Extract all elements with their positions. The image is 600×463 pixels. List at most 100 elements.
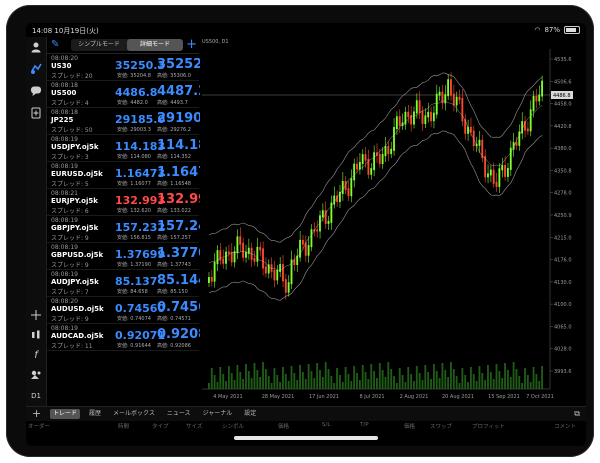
tab-4[interactable]: ジャーナル <box>202 410 233 417</box>
quotes-icon[interactable] <box>29 63 43 77</box>
app-screen: 14:08 10月19日(火) ◠ 87% <box>26 23 586 446</box>
volume-bar <box>299 365 301 389</box>
column-header[interactable]: オーダー <box>28 424 51 430</box>
quote-ask[interactable]: 4487.2 <box>157 84 208 99</box>
quote-spread: スプレッド: 50 <box>51 127 93 134</box>
quote-row[interactable]: 08:08:18 JP225 スプレッド: 50 29185.0 29190.0 安値: … <box>47 108 217 135</box>
quote-row[interactable]: 08:08:21 EURJPY.oj5k スプレッド: 6 132.993 132.99… <box>47 189 217 216</box>
tab-1[interactable]: 履歴 <box>89 410 102 417</box>
volume-bar <box>381 370 384 389</box>
quote-row[interactable]: 08:08:18 US500 スプレッド: 4 4486.8 4487.2 安値: 448… <box>47 81 208 108</box>
price-chart[interactable]: US500, D1 4535.6 4506.6 4458.0 4420.8 4380.0… <box>200 37 586 406</box>
quote-row[interactable]: 08:08:20 AUDUSD.oj5k スプレッド: 9 0.74560 0.7456… <box>47 297 217 324</box>
column-header[interactable]: サイズ <box>186 424 203 430</box>
column-header[interactable]: タイプ <box>152 424 169 430</box>
volume-bar <box>282 367 284 389</box>
volume-bar <box>270 383 273 389</box>
status-bar: 14:08 10月19日(火) ◠ 87% <box>26 23 586 37</box>
candle <box>467 126 469 134</box>
quote-bid[interactable]: 132.993 <box>115 194 166 207</box>
indicator-icon[interactable] <box>29 329 43 343</box>
quote-bid[interactable]: 157.232 <box>115 221 166 234</box>
objects-icon[interactable] <box>29 369 43 383</box>
column-header[interactable]: T/P <box>360 422 369 428</box>
function-icon[interactable]: f <box>34 350 38 361</box>
candle <box>247 247 250 254</box>
edit-icon[interactable]: ✎ <box>51 39 60 50</box>
column-header[interactable]: シンボル <box>222 424 245 430</box>
candle <box>225 251 227 264</box>
quote-ask[interactable]: 29190.0 <box>157 111 217 126</box>
new-order-icon[interactable] <box>29 107 43 121</box>
column-header[interactable]: S/L <box>322 422 331 428</box>
quote-row[interactable]: 08:08:19 AUDJPY.oj5k スプレッド: 7 85.137 85.144 安… <box>47 270 208 297</box>
quote-row[interactable]: 08:08:19 GBPUSD.oj5k スプレッド: 9 1.37699 1.3770… <box>47 243 217 270</box>
quote-ask[interactable]: 0.74569 <box>157 300 217 315</box>
quote-ask[interactable]: 35252.3 <box>157 57 217 72</box>
column-header[interactable]: コメント <box>554 424 577 430</box>
quote-bid[interactable]: 1.37699 <box>115 248 166 261</box>
simple-mode-tab[interactable]: シンプルモード <box>78 41 120 48</box>
quote-ask[interactable]: 157.241 <box>157 219 217 234</box>
volume-bar <box>401 375 404 389</box>
tab-3[interactable]: ニュース <box>166 410 191 417</box>
chat-icon[interactable] <box>29 85 43 99</box>
quote-symbol: EURJPY.oj5k <box>51 197 98 205</box>
detailed-mode-tab[interactable]: 詳細モード <box>127 39 183 51</box>
quote-bid[interactable]: 114.183 <box>115 140 166 153</box>
tab-2[interactable]: メールボックス <box>113 410 155 417</box>
candle <box>253 257 256 262</box>
quote-row[interactable]: 08:08:19 GBPJPY.oj5k スプレッド: 9 157.232 157.24… <box>47 216 217 243</box>
quote-row[interactable]: 08:08:19 EURUSD.oj5k スプレッド: 5 1.16473 1.1647… <box>47 162 217 189</box>
column-header[interactable]: 価格 <box>404 424 416 430</box>
volume-bar <box>472 374 475 389</box>
candle <box>464 119 467 134</box>
volume-bar <box>421 380 424 389</box>
quote-bid[interactable]: 85.137 <box>115 275 158 288</box>
quote-row[interactable]: 08:08:19 AUDCAD.oj5k スプレッド: 11 0.92071 0.920… <box>47 324 217 351</box>
volume-bar <box>481 373 484 389</box>
layout-icon[interactable]: ⧉ <box>574 409 580 418</box>
quote-time: 08:08:19 <box>51 163 78 170</box>
volume-bar <box>410 374 413 389</box>
user-icon[interactable] <box>29 41 43 55</box>
column-header[interactable]: プロフィット <box>472 424 505 430</box>
add-symbol-button[interactable]: + <box>186 37 197 52</box>
quote-low: 安値: 29003.3 <box>117 127 151 133</box>
quote-ask[interactable]: 114.186 <box>157 138 217 153</box>
bottom-add-button[interactable]: + <box>32 407 42 420</box>
volume-bar <box>287 381 290 389</box>
quote-ask[interactable]: 132.999 <box>157 192 217 207</box>
tab-5[interactable]: 設定 <box>244 410 257 417</box>
quote-row[interactable]: 08:08:20 US30 スプレッド: 20 35250.3 35252.3 安値: 3… <box>47 54 217 81</box>
quote-ask[interactable]: 1.16478 <box>157 165 217 180</box>
crosshair-icon[interactable] <box>29 309 43 323</box>
home-indicator <box>234 436 378 440</box>
quote-row[interactable]: 08:08:19 USDJPY.oj5k スプレッド: 3 114.183 114.18… <box>47 135 217 162</box>
column-header[interactable]: 時間 <box>118 424 130 430</box>
candle <box>370 168 373 175</box>
timeframe-button[interactable]: D1 <box>31 392 41 400</box>
volume-bar <box>467 382 469 389</box>
quote-ask[interactable]: 1.37708 <box>157 246 217 261</box>
candle <box>487 173 489 178</box>
volume-bar <box>455 376 458 389</box>
quote-high: 高値: 29276.2 <box>157 127 191 133</box>
column-header[interactable]: 価格 <box>278 424 290 430</box>
quote-ask[interactable]: 85.144 <box>157 273 208 288</box>
quote-bid[interactable]: 29185.0 <box>115 113 166 126</box>
quote-bid[interactable]: 0.74560 <box>115 302 166 315</box>
quote-bid[interactable]: 1.16473 <box>115 167 166 180</box>
quote-bid[interactable]: 4486.8 <box>115 86 158 99</box>
quote-low: 安値: 84.658 <box>117 289 148 295</box>
quote-high: 高値: 4493.7 <box>157 100 188 106</box>
quote-bid[interactable]: 35250.3 <box>115 59 166 72</box>
volume-bar <box>484 380 487 389</box>
candle <box>501 164 504 171</box>
quote-ask[interactable]: 0.92082 <box>157 327 217 342</box>
candle <box>504 164 506 177</box>
column-header[interactable]: スワップ <box>430 424 453 430</box>
quote-bid[interactable]: 0.92071 <box>115 329 166 342</box>
chart-canvas[interactable]: 4535.6 4506.6 4458.0 4420.8 4380.0 4350.8 4278… <box>200 37 586 406</box>
tab-0[interactable]: トレード <box>50 409 81 419</box>
